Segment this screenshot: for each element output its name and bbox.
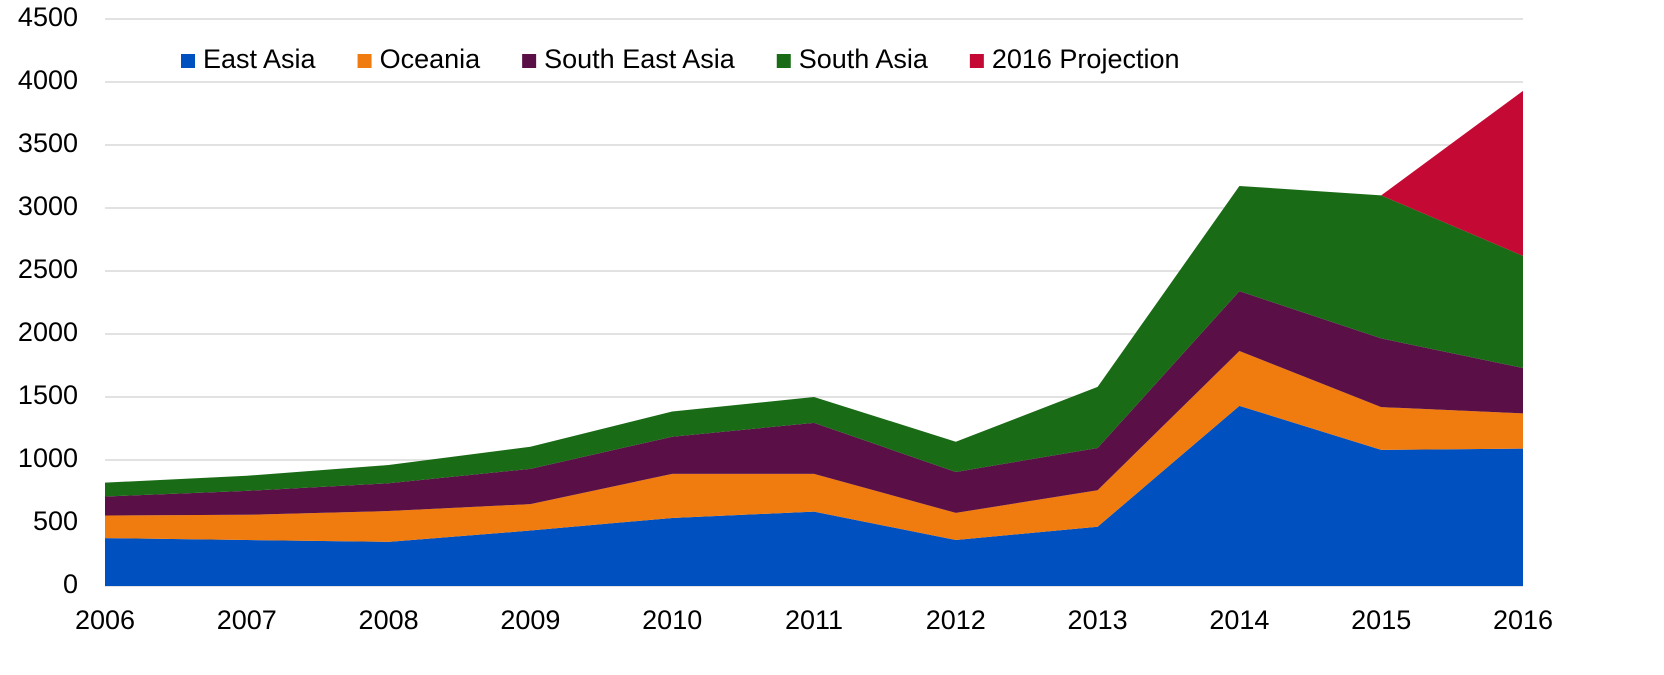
x-tick-label: 2008 — [359, 605, 419, 635]
y-tick-label: 500 — [33, 506, 78, 536]
legend-label: South Asia — [799, 44, 929, 74]
area — [105, 291, 1523, 516]
x-tick-label: 2010 — [642, 605, 702, 635]
legend-swatch — [969, 54, 984, 68]
x-tick-label: 2013 — [1068, 605, 1128, 635]
y-tick-label: 2000 — [18, 317, 78, 347]
legend-label: South East Asia — [544, 44, 736, 74]
y-tick-label: 4500 — [18, 2, 78, 32]
legend-swatch — [776, 54, 791, 68]
y-tick-label: 4000 — [18, 65, 78, 95]
legend-label: East Asia — [203, 44, 317, 74]
x-tick-label: 2014 — [1209, 605, 1269, 635]
x-tick-label: 2009 — [500, 605, 560, 635]
legend-swatch — [522, 54, 537, 68]
legend-label: Oceania — [380, 44, 482, 74]
area — [105, 351, 1523, 542]
legend-swatch — [181, 54, 195, 68]
y-tick-label: 2500 — [18, 254, 78, 284]
x-tick-label: 2012 — [926, 605, 986, 635]
y-tick-label: 0 — [63, 569, 78, 599]
x-tick-label: 2007 — [217, 605, 277, 635]
y-tick-label: 3500 — [18, 128, 78, 158]
x-tick-label: 2011 — [785, 605, 843, 635]
y-tick-label: 1000 — [18, 443, 78, 473]
x-tick-label: 2016 — [1493, 605, 1553, 635]
x-tick-label: 2015 — [1351, 605, 1411, 635]
legend-label: 2016 Projection — [992, 44, 1180, 74]
legend-swatch — [357, 54, 372, 68]
y-tick-label: 3000 — [18, 191, 78, 221]
area — [105, 405, 1523, 586]
y-tick-label: 1500 — [18, 380, 78, 410]
area — [1381, 90, 1523, 256]
area — [105, 185, 1523, 497]
x-tick-label: 2006 — [75, 605, 135, 635]
